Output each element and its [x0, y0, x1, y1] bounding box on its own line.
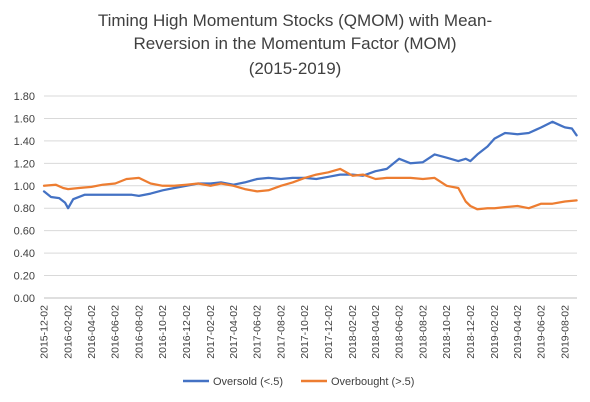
legend-label-oversold: Oversold (<.5) — [213, 376, 283, 388]
x-tick-label: 2018-08-02 — [417, 305, 429, 359]
series-line-oversold — [42, 120, 578, 210]
x-tick-label: 2018-06-02 — [394, 305, 406, 359]
x-tick-label: 2018-04-02 — [370, 305, 382, 359]
x-tick-label: 2017-04-02 — [228, 305, 240, 359]
chart-title-line-1: Timing High Momentum Stocks (QMOM) with … — [98, 11, 492, 30]
x-tick-label: 2018-02-02 — [347, 305, 359, 359]
y-tick-label: 1.20 — [14, 158, 35, 170]
x-tick-label: 2017-12-02 — [323, 305, 335, 359]
legend: Oversold (<.5) Overbought (>.5) — [183, 376, 414, 388]
x-tick-label: 2015-12-02 — [39, 305, 51, 359]
x-tick-label: 2019-08-02 — [559, 305, 571, 359]
series-lines — [42, 120, 578, 211]
x-tick-label: 2017-10-02 — [299, 305, 311, 359]
y-tick-label: 0.60 — [14, 226, 35, 238]
x-tick-label: 2017-02-02 — [205, 305, 217, 359]
y-tick-label: 0.80 — [14, 203, 35, 215]
legend-label-overbought: Overbought (>.5) — [331, 376, 414, 388]
y-tick-label: 1.80 — [14, 91, 35, 103]
x-axis-ticks: 2015-12-02 2016-02-02 2016-04-02 2016-06-02… — [39, 305, 572, 359]
x-tick-label: 2016-12-02 — [181, 305, 193, 359]
x-tick-label: 2016-04-02 — [86, 305, 98, 359]
x-tick-label: 2019-04-02 — [512, 305, 524, 359]
gridlines — [44, 95, 577, 277]
x-tick-label: 2016-02-02 — [63, 305, 75, 359]
chart-title-line-3: (2015-2019) — [249, 59, 342, 78]
chart-title-line-2: Reversion in the Momentum Factor (MOM) — [133, 34, 456, 53]
x-tick-label: 2019-06-02 — [536, 305, 548, 359]
series-line-overbought — [42, 167, 578, 211]
x-tick-label: 2016-10-02 — [157, 305, 169, 359]
x-tick-label: 2018-12-02 — [465, 305, 477, 359]
y-tick-label: 0.00 — [14, 293, 35, 305]
y-axis-ticks: 1.80 1.60 1.40 1.20 1.00 0.80 0.60 0.40 0.20 0.00 — [14, 91, 35, 305]
y-tick-label: 0.20 — [14, 271, 35, 283]
y-tick-label: 1.40 — [14, 136, 35, 148]
y-tick-label: 1.60 — [14, 113, 35, 125]
x-tick-label: 2017-08-02 — [275, 305, 287, 359]
x-tick-label: 2018-10-02 — [441, 305, 453, 359]
x-tick-label: 2016-08-02 — [133, 305, 145, 359]
y-tick-label: 1.00 — [14, 181, 35, 193]
x-tick-label: 2017-06-02 — [252, 305, 264, 359]
x-tick-label: 2019-02-02 — [489, 305, 501, 359]
x-tick-label: 2016-06-02 — [110, 305, 122, 359]
y-tick-label: 0.40 — [14, 248, 35, 260]
